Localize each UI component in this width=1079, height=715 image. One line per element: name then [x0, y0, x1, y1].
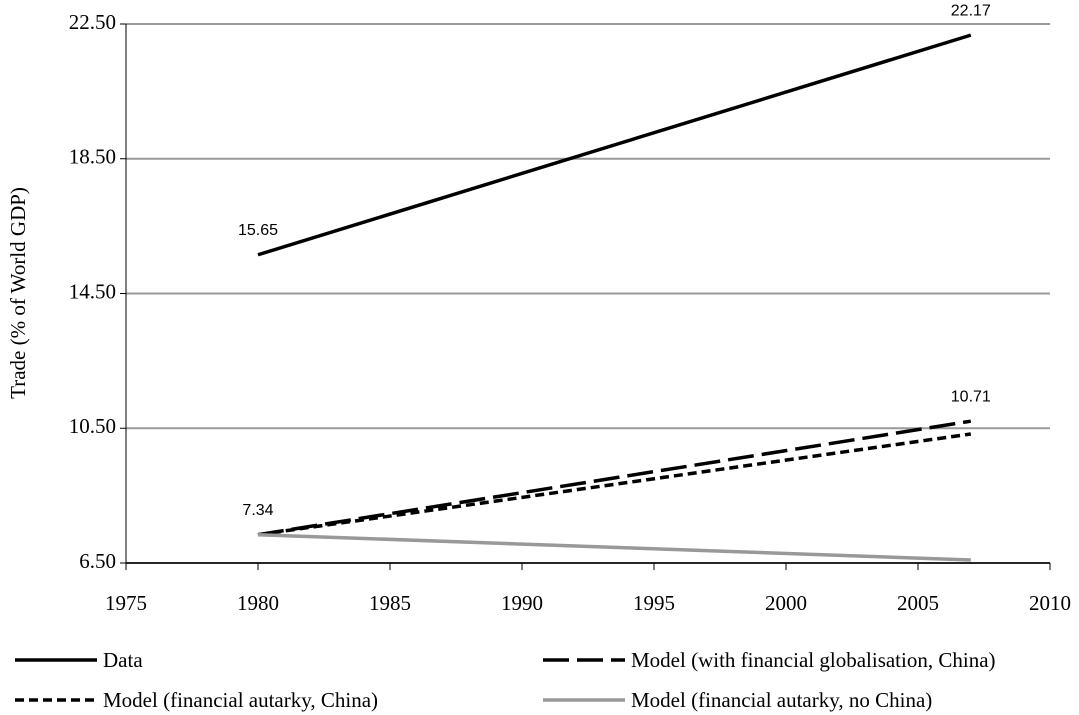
x-tick-label: 1995 [633, 591, 675, 615]
x-tick-label: 2010 [1029, 591, 1071, 615]
y-tick-label: 18.50 [69, 145, 116, 169]
legend-label: Data [103, 648, 143, 672]
legend-label: Model (with financial globalisation, Chi… [631, 648, 996, 672]
x-tick-label: 2000 [765, 591, 807, 615]
y-tick-label: 6.50 [79, 549, 116, 573]
series-line [257, 419, 972, 537]
y-axis-label: Trade (% of World GDP) [6, 187, 30, 399]
x-tick-label: 2005 [897, 591, 939, 615]
data-label: 7.34 [242, 502, 273, 519]
y-tick-label: 14.50 [69, 279, 116, 303]
series-line [257, 33, 972, 257]
series-line [257, 532, 971, 562]
data-label: 10.71 [951, 388, 991, 405]
y-tick-label: 22.50 [69, 10, 116, 34]
series-line [257, 432, 972, 537]
x-tick-label: 1990 [501, 591, 543, 615]
x-tick-label: 1980 [237, 591, 279, 615]
legend-label: Model (financial autarky, China) [103, 688, 378, 712]
data-label: 22.17 [951, 2, 991, 19]
y-tick-label: 10.50 [69, 414, 116, 438]
x-tick-label: 1985 [369, 591, 411, 615]
data-label: 15.65 [238, 222, 278, 239]
x-tick-label: 1975 [105, 591, 147, 615]
legend-label: Model (financial autarky, no China) [631, 688, 932, 712]
